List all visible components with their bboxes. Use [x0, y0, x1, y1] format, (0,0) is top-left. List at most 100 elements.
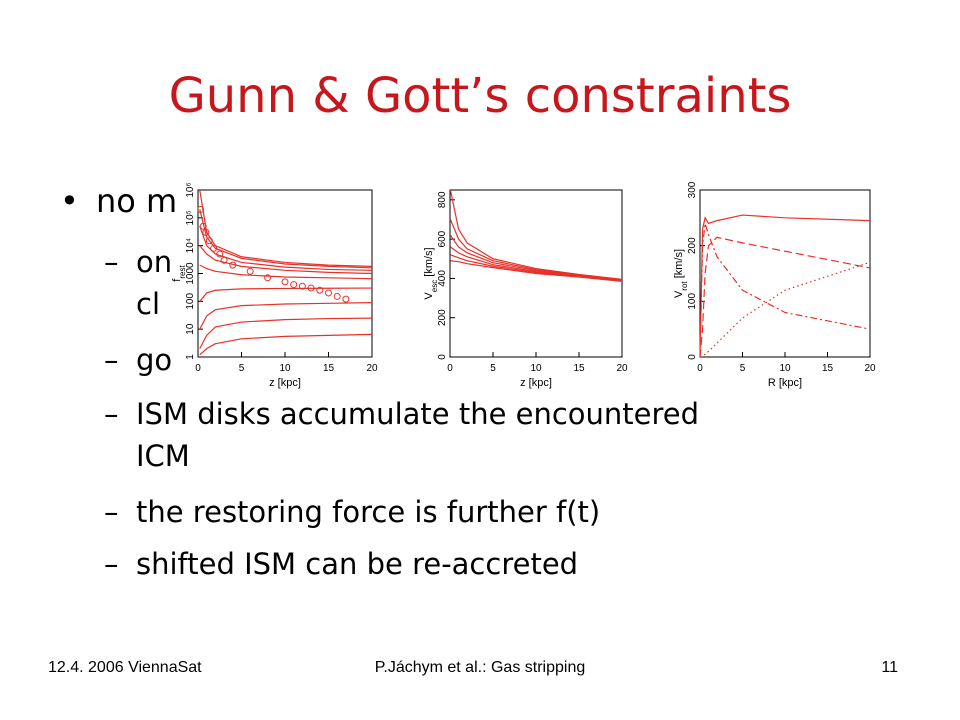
y-axis-label-part: rest	[178, 265, 187, 279]
curve	[199, 226, 373, 271]
curve	[199, 245, 373, 275]
data-point	[307, 284, 315, 292]
y-axis-label-part: V	[423, 292, 435, 300]
plot-panel: 0 5 10 15 20 1 10 100 1000 10⁴ 10⁵ 10⁶ z [kpc] frest	[171, 182, 378, 389]
x-tick-label: 5	[490, 363, 496, 374]
data-point	[290, 281, 298, 289]
bullet-marker: –	[104, 397, 119, 431]
y-axis-label-part: [km/s]	[673, 249, 685, 281]
x-tick-label: 15	[573, 363, 585, 374]
y-tick-label: 10⁶	[185, 182, 196, 197]
y-tick-label: 0	[437, 354, 448, 360]
bullet-marker: •	[60, 182, 79, 220]
curve	[699, 236, 871, 358]
x-tick-label: 5	[239, 363, 245, 374]
y-tick-label: 300	[687, 181, 698, 198]
y-tick-label: 0	[687, 354, 698, 360]
y-tick-label: 100	[185, 293, 196, 310]
curve	[199, 287, 373, 302]
x-tick-label: 0	[195, 363, 201, 374]
y-tick-label: 200	[687, 237, 698, 254]
y-axis-label: frest	[171, 265, 187, 282]
footer-center: P.Jáchym et al.: Gas stripping	[375, 659, 585, 676]
bullet-text: ICM	[136, 439, 190, 473]
figure-background	[176, 165, 906, 397]
curve	[450, 260, 623, 282]
curve	[699, 223, 871, 358]
bullet-text: shifted ISM can be re-accreted	[136, 547, 578, 581]
y-tick-label: 10	[185, 323, 196, 335]
x-tick-label: 15	[323, 363, 335, 374]
data-point	[220, 256, 228, 264]
bullet-marker: –	[104, 343, 119, 377]
footer-left: 12.4. 2006 ViennaSat	[48, 659, 202, 676]
x-tick-label: 20	[864, 363, 876, 374]
curve	[699, 261, 871, 358]
bullet-text: go	[136, 343, 172, 377]
data-point	[298, 282, 306, 290]
curve	[199, 264, 373, 280]
y-tick-label: 1000	[185, 262, 196, 285]
y-axis-label-part: esc	[430, 280, 439, 292]
curve	[199, 333, 373, 356]
x-tick-label: 10	[530, 363, 542, 374]
bullet-marker: –	[104, 547, 119, 581]
x-tick-label: 20	[366, 363, 378, 374]
x-tick-label: 15	[822, 363, 834, 374]
data-point	[229, 261, 237, 269]
bullet-text: on	[136, 245, 172, 279]
data-point	[246, 267, 254, 275]
x-axis-label: R [kpc]	[768, 377, 802, 389]
data-point	[264, 274, 272, 282]
x-tick-label: 10	[279, 363, 291, 374]
y-tick-label: 200	[437, 309, 448, 326]
x-tick-label: 0	[447, 363, 453, 374]
data-point	[216, 250, 224, 258]
data-point	[333, 292, 341, 300]
bullet-text: no m	[96, 182, 177, 220]
bullet-text: ISM disks accumulate the encountered	[136, 397, 699, 431]
y-tick-label: 800	[437, 191, 448, 208]
x-axis-label: z [kpc]	[520, 377, 552, 389]
data-point	[197, 205, 205, 213]
data-point	[281, 278, 289, 286]
data-point	[316, 286, 324, 294]
data-point	[325, 289, 332, 297]
slide-title: Gunn & Gott’s constraints	[169, 68, 792, 124]
bullet-marker: –	[104, 495, 119, 529]
curve	[699, 214, 871, 358]
data-point	[202, 228, 210, 236]
data-point	[210, 244, 218, 252]
x-tick-label: 10	[779, 363, 791, 374]
bullet-text: the restoring force is further f(t)	[136, 495, 600, 529]
y-axis-label: Vrot [km/s]	[673, 249, 689, 298]
y-axis-label-part: rot	[680, 281, 689, 291]
curve	[199, 189, 373, 267]
y-tick-label: 600	[437, 230, 448, 247]
y-tick-label: 100	[687, 293, 698, 310]
data-point	[342, 295, 350, 303]
x-tick-label: 0	[697, 363, 703, 374]
x-tick-label: 5	[740, 363, 746, 374]
bullet-marker: –	[104, 245, 119, 279]
curve	[199, 209, 373, 269]
y-axis-label: Vesc [km/s]	[423, 247, 439, 299]
y-tick-label: 1	[185, 354, 196, 360]
data-point	[199, 222, 207, 230]
y-axis-label-part: [km/s]	[423, 247, 435, 279]
curve	[199, 302, 373, 330]
y-tick-label: 10⁵	[185, 210, 196, 225]
y-axis-label-part: V	[673, 290, 685, 298]
data-point	[205, 237, 213, 245]
x-tick-label: 20	[616, 363, 628, 374]
y-tick-label: 10⁴	[185, 238, 196, 253]
y-tick-label: 400	[437, 270, 448, 287]
y-axis-label-part: f	[171, 278, 183, 282]
curve	[199, 317, 373, 349]
bullet-text: cl	[136, 287, 160, 321]
